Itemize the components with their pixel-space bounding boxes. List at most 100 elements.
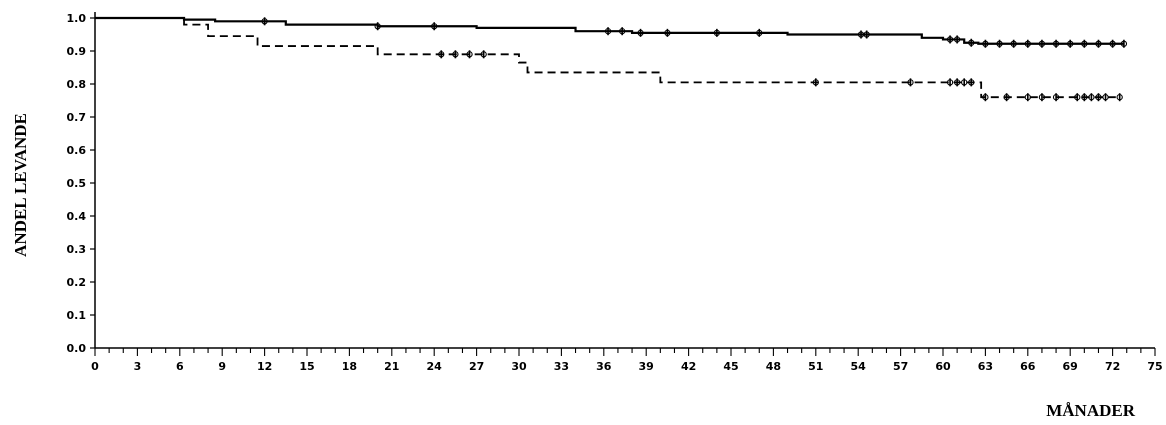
censor-circle <box>968 79 975 86</box>
x-tick-label: 45 <box>723 360 738 373</box>
censor-mark <box>1109 39 1116 48</box>
censor-mark <box>1010 39 1017 48</box>
x-tick-label: 0 <box>91 360 99 373</box>
censor-mark <box>619 27 626 36</box>
x-tick-label: 48 <box>766 360 781 373</box>
censor-circle <box>907 79 914 86</box>
censor-mark <box>946 78 954 87</box>
censor-circle <box>1095 94 1102 101</box>
censor-circle <box>953 36 961 43</box>
censor-circle <box>1081 40 1088 47</box>
censor-mark <box>1095 39 1102 48</box>
censor-circle <box>982 40 989 47</box>
censor-mark <box>953 35 961 44</box>
censor-mark <box>374 22 381 31</box>
censor-circle <box>996 40 1003 47</box>
censor-mark <box>1095 93 1102 102</box>
x-tick-label: 69 <box>1063 360 1078 373</box>
censor-circle <box>1109 40 1116 47</box>
censor-circle <box>1003 94 1010 101</box>
y-tick-label: 0.2 <box>67 276 87 289</box>
y-tick-label: 0.4 <box>67 210 87 223</box>
censor-mark <box>664 28 671 37</box>
censor-circle <box>961 79 968 86</box>
x-tick-label: 15 <box>299 360 314 373</box>
censor-mark <box>756 28 763 37</box>
censor-mark <box>431 22 438 31</box>
censor-mark <box>1052 93 1060 102</box>
censor-circle <box>1102 94 1109 101</box>
x-tick-label: 60 <box>935 360 951 373</box>
y-tick-label: 0.8 <box>67 78 87 91</box>
x-tick-label: 9 <box>218 360 226 373</box>
x-tick-label: 18 <box>342 360 357 373</box>
censor-mark <box>1038 93 1046 102</box>
y-tick-label: 1.0 <box>67 12 87 25</box>
censor-mark <box>1088 93 1095 102</box>
censor-circle <box>1095 40 1102 47</box>
y-tick-label: 0.0 <box>67 342 87 355</box>
censor-mark <box>1052 39 1060 48</box>
censor-circle <box>863 31 870 38</box>
x-tick-label: 21 <box>384 360 399 373</box>
y-tick-label: 0.9 <box>67 45 87 58</box>
x-tick-label: 42 <box>681 360 696 373</box>
censor-circle <box>1074 94 1081 101</box>
censor-circle <box>374 23 381 30</box>
censor-mark <box>604 27 612 36</box>
censor-mark <box>946 35 954 44</box>
censor-circle <box>982 94 989 101</box>
censor-mark <box>480 50 487 59</box>
censor-circle <box>812 79 819 86</box>
axes: 1.00.90.80.70.60.50.40.30.20.10.00 3 6 9 12 1… <box>67 12 1163 373</box>
censor-circle <box>968 39 975 46</box>
censor-circle <box>480 51 487 58</box>
censor-mark <box>1038 39 1046 48</box>
censor-circle <box>1024 94 1031 101</box>
x-tick-label: 12 <box>257 360 272 373</box>
x-tick-label: 36 <box>596 360 612 373</box>
censor-circle <box>1116 94 1123 101</box>
x-tick-label: 51 <box>808 360 823 373</box>
censor-circle <box>946 36 954 43</box>
censor-circle <box>1088 94 1095 101</box>
solid-survival-curve <box>95 16 1124 45</box>
censor-circle <box>1052 94 1060 101</box>
x-tick-label: 63 <box>978 360 993 373</box>
censor-mark <box>713 28 721 37</box>
x-tick-label: 39 <box>639 360 654 373</box>
censor-mark <box>907 78 914 87</box>
censor-circle <box>619 28 626 35</box>
censor-circle <box>953 79 961 86</box>
censor-mark <box>1120 39 1128 48</box>
x-tick-label: 30 <box>511 360 527 373</box>
censor-mark <box>1102 93 1109 102</box>
censor-circle <box>466 51 473 58</box>
x-tick-label: 54 <box>851 360 867 373</box>
censor-circle <box>1038 94 1046 101</box>
censor-mark <box>1081 93 1088 102</box>
x-tick-label: 24 <box>427 360 443 373</box>
censor-mark <box>1074 93 1081 102</box>
censor-mark <box>1003 93 1010 102</box>
censor-circle <box>664 29 671 36</box>
censor-mark <box>968 38 975 47</box>
dashed-survival-curve <box>95 17 1120 99</box>
censor-circle <box>946 79 954 86</box>
censor-mark <box>996 39 1003 48</box>
y-tick-label: 0.7 <box>67 111 87 124</box>
censor-mark <box>1081 39 1088 48</box>
censor-mark <box>953 78 961 87</box>
x-tick-label: 6 <box>176 360 184 373</box>
y-tick-label: 0.5 <box>67 177 87 190</box>
censor-circle <box>1024 40 1031 47</box>
censor-circle <box>756 29 763 36</box>
censor-circle <box>713 29 721 36</box>
censor-circle <box>1038 40 1046 47</box>
censor-mark <box>982 39 989 48</box>
censor-mark <box>1024 93 1031 102</box>
censor-mark <box>438 50 445 59</box>
censor-circle <box>1067 40 1074 47</box>
censor-mark <box>961 78 968 87</box>
y-axis-title: ANDEL LEVANDE <box>11 113 30 257</box>
